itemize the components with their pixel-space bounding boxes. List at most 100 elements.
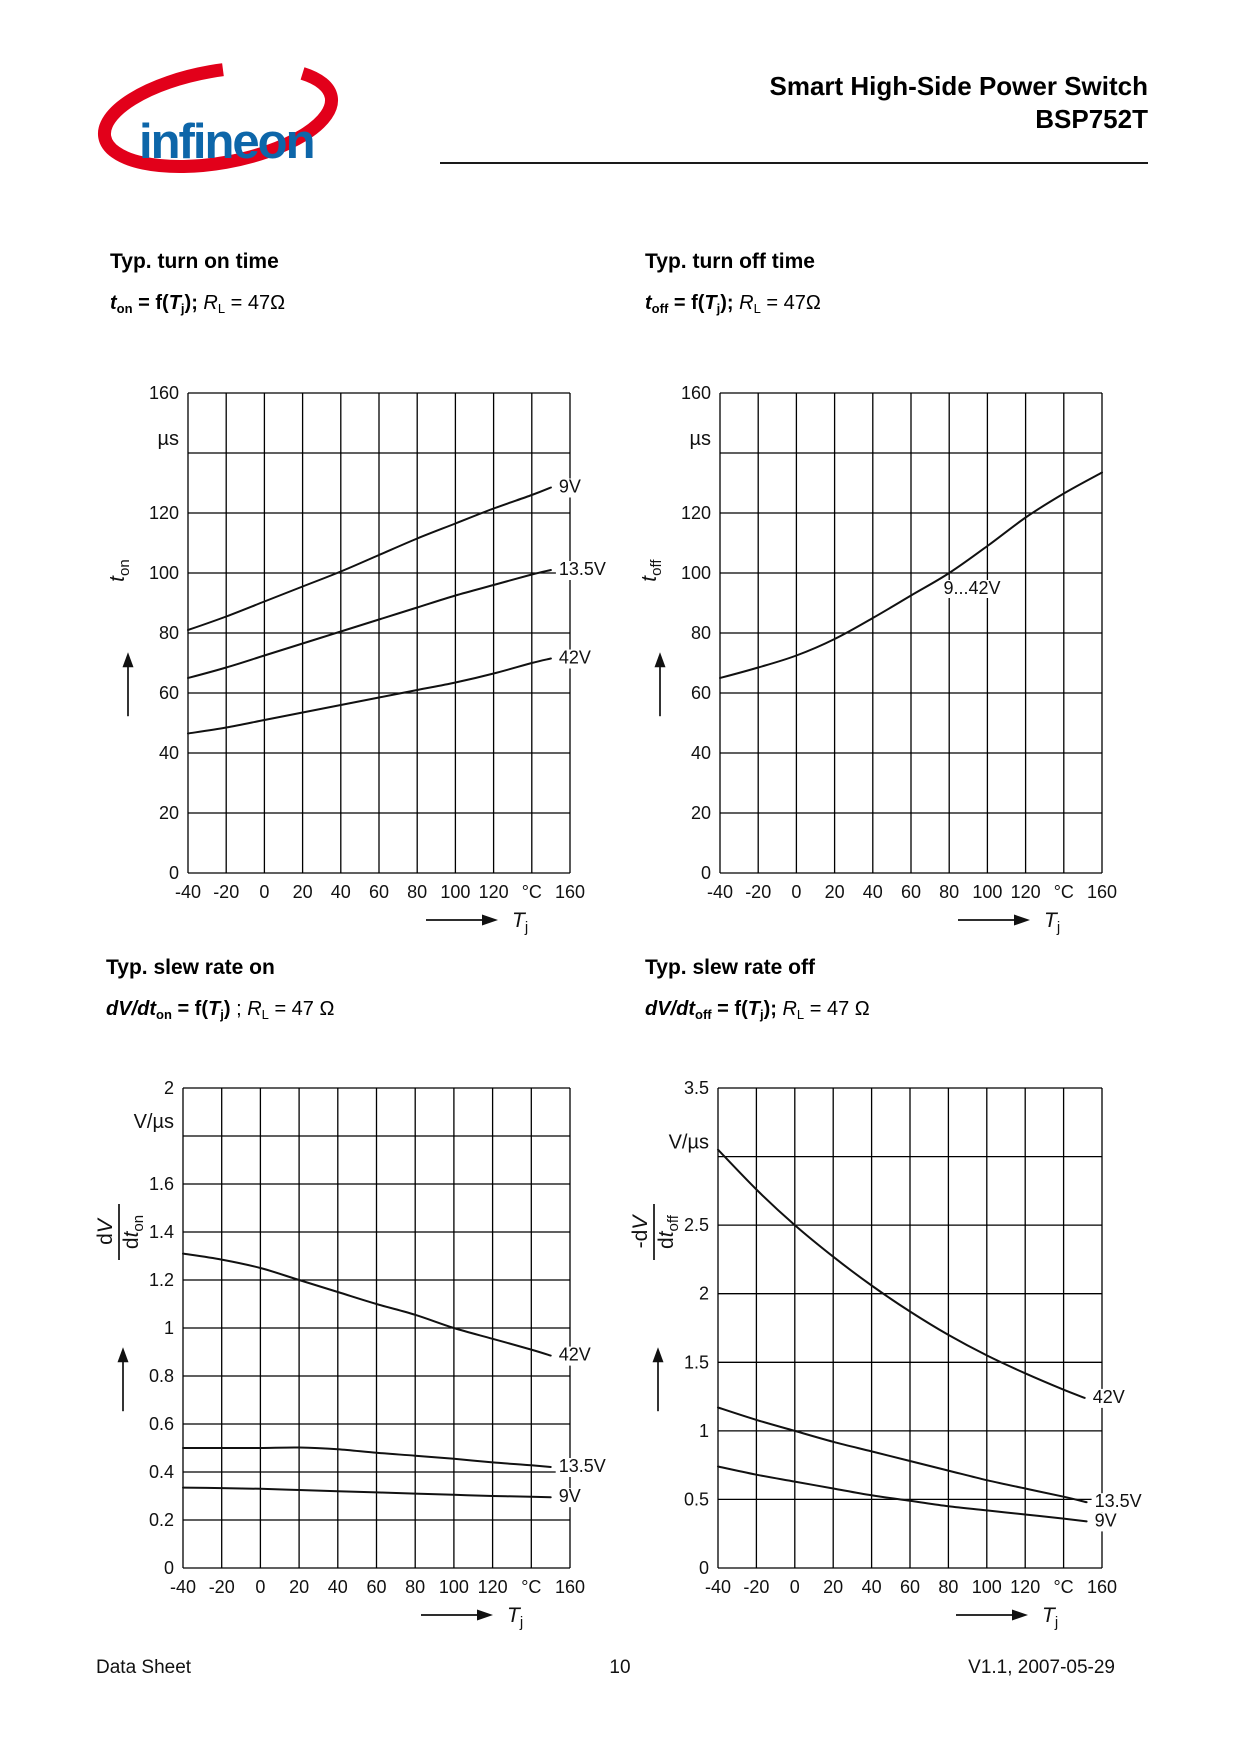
curve-label: 9...42V [944, 578, 1001, 598]
y-tick: 0.8 [149, 1366, 174, 1386]
x-tick: 80 [405, 1577, 425, 1597]
x-tick: 40 [862, 1577, 882, 1597]
curve-label: 9V [559, 1486, 581, 1506]
curve-42V [187, 657, 552, 735]
x-tick: 60 [369, 882, 389, 902]
x-tick: 60 [366, 1577, 386, 1597]
curve-9V [717, 1465, 1088, 1523]
y-tick: 2 [699, 1284, 709, 1304]
x-tick: 60 [900, 1577, 920, 1597]
x-tick: 60 [901, 882, 921, 902]
curve-13.5V [187, 569, 552, 679]
x-tick: 40 [328, 1577, 348, 1597]
footer-version-date: V1.1, 2007-05-29 [968, 1657, 1115, 1678]
section-title-turn-on: Typ. turn on time [110, 250, 279, 273]
x-tick: 100 [972, 1577, 1002, 1597]
x-tick: 160 [555, 1577, 585, 1597]
x-tick: 0 [790, 1577, 800, 1597]
y-axis-label: toff [638, 559, 665, 582]
curve-13.5V [182, 1446, 552, 1468]
y-tick: 160 [149, 383, 179, 403]
y-unit: V/µs [134, 1111, 174, 1133]
logo-text: infineon [139, 115, 316, 169]
x-tick: 40 [331, 882, 351, 902]
x-tick: 40 [863, 882, 883, 902]
y-tick: 0 [169, 863, 179, 883]
section-title-slew-on: Typ. slew rate on [106, 956, 275, 979]
y-tick: 100 [681, 563, 711, 583]
x-axis-label: Tj [512, 909, 528, 936]
x-tick: -40 [705, 1577, 731, 1597]
y-arrow-icon [654, 652, 666, 668]
x-tick: 20 [825, 882, 845, 902]
formula-turn-off: toff = f(Tj); RL = 47Ω [645, 292, 821, 316]
footer-page-number: 10 [609, 1657, 631, 1678]
y-tick: 40 [691, 743, 711, 763]
y-tick: 1.5 [684, 1352, 709, 1372]
x-tick: 120 [479, 882, 509, 902]
y-tick: 120 [149, 503, 179, 523]
y-tick: 0 [701, 863, 711, 883]
x-tick: 80 [938, 1577, 958, 1597]
x-tick: 120 [478, 1577, 508, 1597]
x-tick: 160 [1087, 882, 1117, 902]
x-tick: 0 [791, 882, 801, 902]
x-tick: °C [522, 882, 542, 902]
curve-label: 9V [1095, 1510, 1117, 1530]
y-arrow-icon [117, 1347, 129, 1363]
curve-9...42V [719, 471, 1103, 679]
y-unit: µs [689, 428, 711, 450]
curve-label: 42V [1093, 1387, 1125, 1407]
x-tick: -20 [209, 1577, 235, 1597]
x-tick: °C [1053, 1577, 1073, 1597]
curve-13.5V [717, 1406, 1088, 1504]
x-tick: 0 [255, 1577, 265, 1597]
y-tick: 0 [164, 1558, 174, 1578]
y-tick: 2.5 [684, 1215, 709, 1235]
curve-label: 13.5V [1095, 1491, 1142, 1511]
y-tick: 1 [164, 1318, 174, 1338]
x-axis-label: Tj [1044, 909, 1060, 936]
curve-label: 42V [559, 1345, 591, 1365]
x-tick: 100 [440, 882, 470, 902]
formula-slew-off: dV/dtoff = f(Tj); RL = 47 Ω [645, 998, 870, 1022]
chart-slew-rate-off: 3.5 2.5 2 1.5 1 0.5 0 V/µs -40 -20 0 20 40 60 80 100 120… [629, 1078, 1150, 1631]
x-tick: 20 [289, 1577, 309, 1597]
y-tick: 40 [159, 743, 179, 763]
y-tick: 60 [691, 683, 711, 703]
logo-swoosh-icon [97, 60, 339, 174]
x-tick: °C [521, 1577, 541, 1597]
curve-42V [717, 1148, 1086, 1399]
svg-text:dtoff: dtoff [655, 1214, 682, 1249]
y-tick: 160 [681, 383, 711, 403]
part-number: BSP752T [1035, 104, 1148, 134]
x-tick: 20 [823, 1577, 843, 1597]
formula-slew-on: dV/dton = f(Tj) ; RL = 47 Ω [106, 998, 335, 1022]
y-tick: 1 [699, 1421, 709, 1441]
x-tick: -40 [707, 882, 733, 902]
x-tick: 80 [939, 882, 959, 902]
x-axis-label: Tj [1042, 1604, 1058, 1631]
x-axis-label: Tj [507, 1604, 523, 1631]
y-tick: 80 [159, 623, 179, 643]
x-tick: 20 [293, 882, 313, 902]
y-tick: 1.2 [149, 1270, 174, 1290]
y-tick: 0.2 [149, 1510, 174, 1530]
y-tick: 80 [691, 623, 711, 643]
y-tick: 20 [159, 803, 179, 823]
y-unit: µs [157, 428, 179, 450]
x-tick: 100 [972, 882, 1002, 902]
x-tick: 0 [259, 882, 269, 902]
x-tick: 120 [1010, 1577, 1040, 1597]
y-tick: 100 [149, 563, 179, 583]
chart-turn-off-time: 160 120 100 80 60 40 20 0 µs -40 -20 0 20 40 60 80 100 12… [638, 383, 1117, 936]
x-tick: -40 [170, 1577, 196, 1597]
footer-doc-type: Data Sheet [96, 1657, 192, 1678]
curve-9V [187, 486, 552, 631]
x-tick: -20 [213, 882, 239, 902]
curve-9V [182, 1486, 552, 1499]
curve-label: 13.5V [559, 559, 606, 579]
y-axis-label: ton [106, 559, 133, 582]
